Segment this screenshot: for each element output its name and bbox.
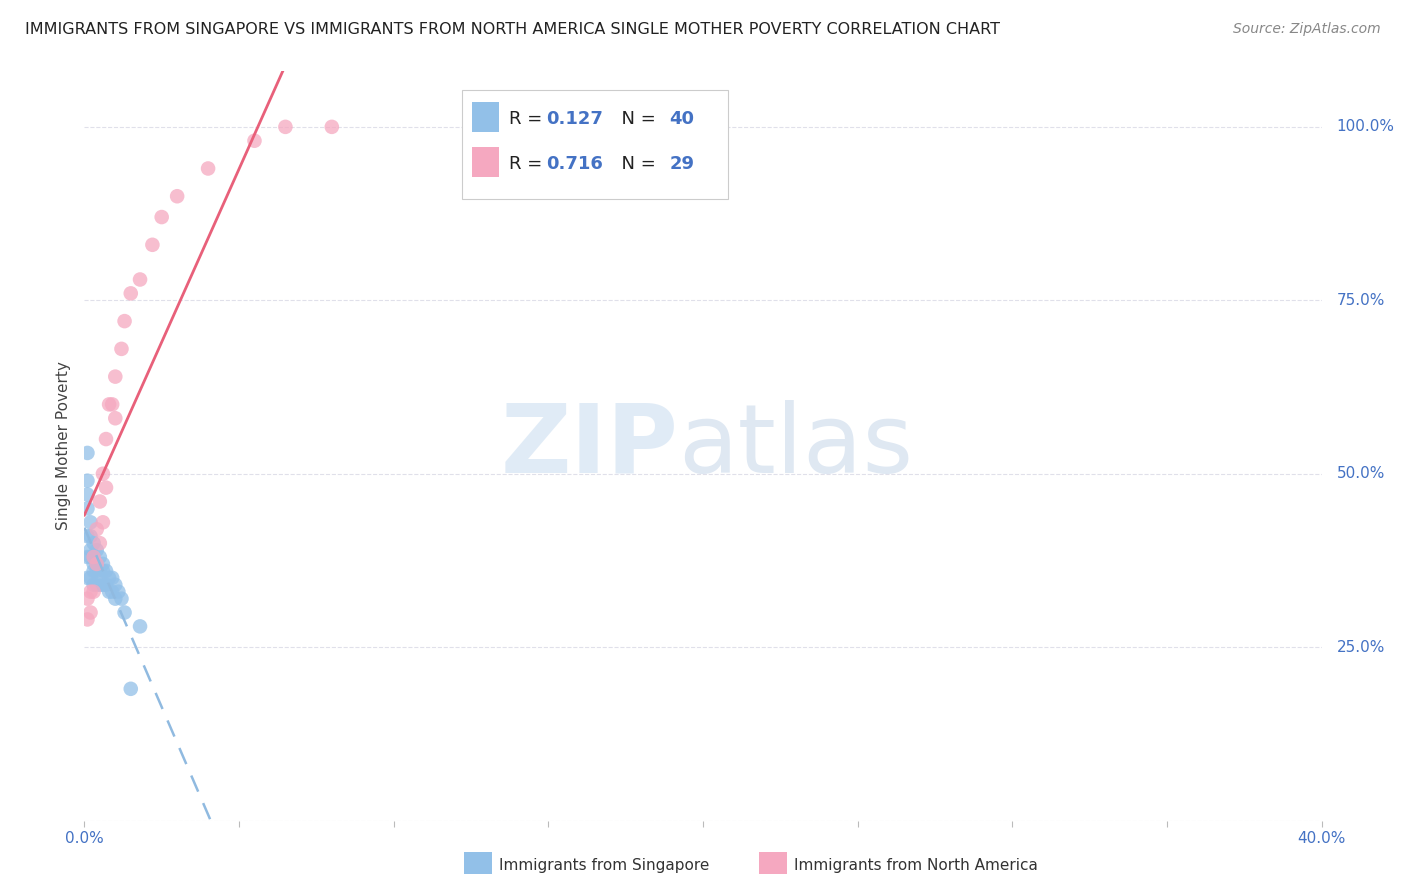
Point — [104, 591, 127, 606]
Point — [89, 564, 111, 578]
Point — [129, 619, 152, 633]
Text: 29: 29 — [669, 154, 695, 172]
Point — [79, 584, 101, 599]
Point — [150, 210, 173, 224]
FancyBboxPatch shape — [471, 147, 499, 177]
Text: N =: N = — [610, 110, 662, 128]
Point — [243, 134, 266, 148]
Y-axis label: Single Mother Poverty: Single Mother Poverty — [56, 361, 72, 531]
Point — [94, 481, 117, 495]
Text: Source: ZipAtlas.com: Source: ZipAtlas.com — [1233, 22, 1381, 37]
Point — [107, 584, 129, 599]
Point — [76, 591, 98, 606]
FancyBboxPatch shape — [471, 102, 499, 132]
Text: ZIP: ZIP — [501, 400, 678, 492]
Point — [76, 549, 98, 564]
Text: 75.0%: 75.0% — [1337, 293, 1385, 308]
Text: Immigrants from Singapore: Immigrants from Singapore — [499, 858, 710, 872]
Point — [91, 516, 114, 530]
Point — [274, 120, 297, 134]
Text: R =: R = — [509, 154, 548, 172]
Point — [101, 397, 124, 411]
Point — [79, 571, 101, 585]
Point — [89, 549, 111, 564]
Point — [79, 606, 101, 620]
Point — [91, 564, 114, 578]
Point — [79, 529, 101, 543]
Point — [76, 446, 98, 460]
Point — [86, 557, 108, 571]
Text: atlas: atlas — [678, 400, 914, 492]
Point — [104, 578, 127, 592]
Point — [98, 571, 121, 585]
Point — [76, 474, 98, 488]
Point — [89, 536, 111, 550]
Point — [91, 467, 114, 481]
Point — [76, 529, 98, 543]
Point — [98, 397, 121, 411]
Point — [114, 314, 136, 328]
Point — [110, 342, 132, 356]
Point — [166, 189, 188, 203]
FancyBboxPatch shape — [461, 90, 728, 199]
Point — [86, 557, 108, 571]
Point — [76, 487, 98, 501]
Point — [104, 369, 127, 384]
Text: IMMIGRANTS FROM SINGAPORE VS IMMIGRANTS FROM NORTH AMERICA SINGLE MOTHER POVERTY: IMMIGRANTS FROM SINGAPORE VS IMMIGRANTS … — [25, 22, 1000, 37]
Text: N =: N = — [610, 154, 662, 172]
Point — [83, 536, 105, 550]
Point — [83, 578, 105, 592]
Text: 0.127: 0.127 — [546, 110, 603, 128]
Point — [76, 571, 98, 585]
Point — [141, 237, 163, 252]
Point — [86, 543, 108, 558]
Text: 0.716: 0.716 — [546, 154, 603, 172]
Text: 25.0%: 25.0% — [1337, 640, 1385, 655]
Point — [104, 411, 127, 425]
Point — [101, 584, 124, 599]
Point — [114, 606, 136, 620]
Point — [86, 564, 108, 578]
Point — [94, 432, 117, 446]
Point — [76, 501, 98, 516]
Point — [83, 549, 105, 564]
Point — [89, 578, 111, 592]
Point — [79, 516, 101, 530]
Point — [89, 494, 111, 508]
Point — [86, 578, 108, 592]
Point — [83, 584, 105, 599]
Point — [79, 549, 101, 564]
Text: 40: 40 — [669, 110, 695, 128]
Point — [83, 549, 105, 564]
Point — [98, 584, 121, 599]
Point — [101, 571, 124, 585]
Point — [79, 543, 101, 558]
Point — [91, 578, 114, 592]
Text: R =: R = — [509, 110, 548, 128]
Point — [94, 564, 117, 578]
Point — [91, 557, 114, 571]
Point — [83, 557, 105, 571]
Point — [110, 591, 132, 606]
Point — [94, 578, 117, 592]
Point — [83, 564, 105, 578]
Point — [86, 522, 108, 536]
Point — [120, 681, 142, 696]
Point — [76, 612, 98, 626]
Point — [120, 286, 142, 301]
Text: Immigrants from North America: Immigrants from North America — [794, 858, 1038, 872]
Point — [197, 161, 219, 176]
Text: 50.0%: 50.0% — [1337, 467, 1385, 482]
Point — [321, 120, 343, 134]
Point — [129, 272, 152, 286]
Text: 100.0%: 100.0% — [1337, 120, 1395, 135]
